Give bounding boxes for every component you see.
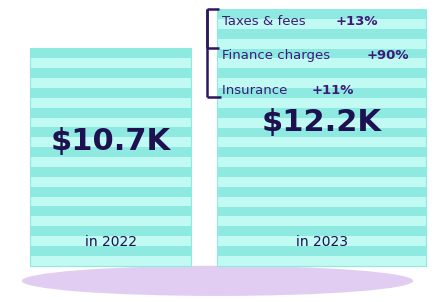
Ellipse shape	[22, 266, 412, 296]
Bar	[30, 98, 191, 108]
Bar	[30, 48, 191, 266]
Bar	[30, 78, 191, 88]
Bar	[217, 207, 425, 217]
Bar	[217, 9, 425, 19]
Bar	[30, 108, 191, 117]
Bar	[217, 177, 425, 187]
Text: +11%: +11%	[311, 84, 353, 97]
Text: $12.2K: $12.2K	[261, 108, 381, 137]
Bar	[30, 167, 191, 177]
Text: Insurance: Insurance	[221, 84, 291, 97]
Bar	[217, 9, 425, 266]
Bar	[30, 187, 191, 197]
Bar	[30, 197, 191, 207]
Bar	[217, 157, 425, 167]
Text: in 2023: in 2023	[295, 235, 347, 249]
Bar	[217, 167, 425, 177]
Bar	[30, 127, 191, 137]
Bar	[217, 226, 425, 236]
Bar	[30, 246, 191, 256]
Bar	[30, 117, 191, 127]
Bar	[30, 68, 191, 78]
Text: +13%: +13%	[335, 14, 377, 28]
Bar	[30, 48, 191, 58]
Bar	[217, 19, 425, 29]
Bar	[217, 58, 425, 68]
Bar	[217, 256, 425, 266]
Bar	[217, 108, 425, 118]
Bar	[30, 236, 191, 246]
Bar	[217, 39, 425, 49]
Bar	[30, 147, 191, 157]
Text: in 2022: in 2022	[85, 235, 137, 249]
Bar	[30, 137, 191, 147]
Bar	[30, 256, 191, 266]
Bar	[217, 118, 425, 127]
Bar	[217, 68, 425, 78]
Bar	[217, 217, 425, 226]
Bar	[30, 58, 191, 68]
Bar	[217, 197, 425, 207]
Text: Taxes & fees: Taxes & fees	[221, 14, 309, 28]
Bar	[30, 177, 191, 187]
Bar	[30, 207, 191, 216]
Bar	[217, 187, 425, 197]
Bar	[217, 147, 425, 157]
Text: $10.7K: $10.7K	[51, 127, 171, 156]
Text: +90%: +90%	[366, 49, 408, 63]
Bar	[30, 88, 191, 98]
Bar	[30, 216, 191, 226]
Bar	[217, 49, 425, 58]
Bar	[217, 137, 425, 147]
Bar	[217, 236, 425, 246]
Bar	[30, 157, 191, 167]
Bar	[217, 246, 425, 256]
Bar	[217, 88, 425, 98]
Bar	[217, 98, 425, 108]
Text: Finance charges: Finance charges	[221, 49, 333, 63]
Bar	[217, 127, 425, 137]
Bar	[217, 78, 425, 88]
Bar	[217, 29, 425, 39]
Bar	[30, 226, 191, 236]
